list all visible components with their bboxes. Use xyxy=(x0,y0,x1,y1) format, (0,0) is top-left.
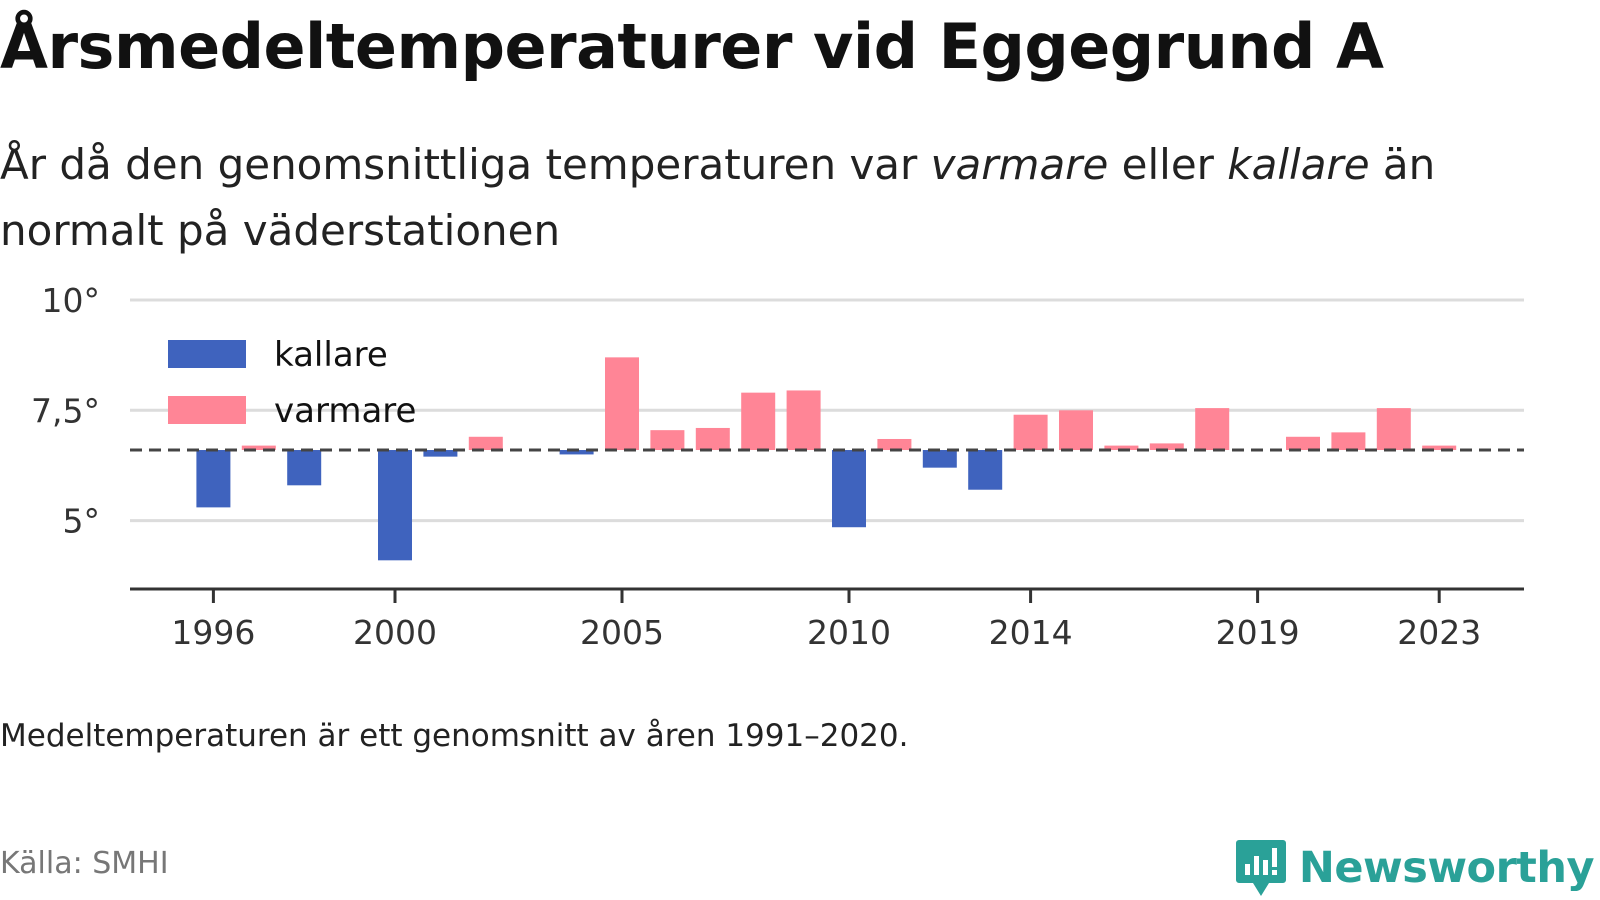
bar-2010 xyxy=(832,450,866,528)
bar-2020 xyxy=(1286,436,1320,451)
bar-2008 xyxy=(741,392,776,451)
bar-2013 xyxy=(968,450,1003,490)
legend-swatch-varmare xyxy=(168,396,246,424)
source-credit: Källa: SMHI xyxy=(0,846,169,881)
chart-title: Årsmedeltemperaturer vid Eggegrund A xyxy=(0,10,1384,83)
bar-2005 xyxy=(605,357,639,451)
x-tick-label: 2005 xyxy=(580,613,664,652)
y-tick-label: 7,5° xyxy=(31,391,100,430)
x-tick-label: 2010 xyxy=(807,613,891,652)
gridlines: 5° 7,5° 10° xyxy=(31,281,1524,541)
legend: kallare varmare xyxy=(168,335,416,431)
legend-label-varmare: varmare xyxy=(274,391,416,431)
bar-2012 xyxy=(922,450,957,468)
subtitle-text-1: År då den genomsnittliga temperaturen va… xyxy=(0,140,931,189)
bar-2014 xyxy=(1013,414,1048,451)
subtitle-text-3: än normalt på väderstationen xyxy=(0,140,1436,255)
bar-2016 xyxy=(1104,445,1139,451)
bars xyxy=(196,357,1457,561)
bar-2021 xyxy=(1331,432,1366,451)
bar-2001 xyxy=(423,450,458,457)
chart-subtitle: År då den genomsnittliga temperaturen va… xyxy=(0,132,1520,264)
footnote: Medeltemperaturen är ett genomsnitt av å… xyxy=(0,718,909,754)
bar-2002 xyxy=(468,436,503,451)
x-tick-label: 2014 xyxy=(989,613,1073,652)
newsworthy-logo-icon xyxy=(1235,840,1286,896)
bar-1998 xyxy=(287,450,322,486)
subtitle-emphasis-warmer: varmare xyxy=(930,140,1109,189)
legend-label-kallare: kallare xyxy=(274,335,388,375)
bar-2018 xyxy=(1195,408,1230,451)
x-tick-label: 2000 xyxy=(353,613,437,652)
bar-2011 xyxy=(877,438,912,451)
axes: 1996 2000 2005 2010 2014 2019 2023 xyxy=(130,587,1524,652)
bar-2022 xyxy=(1376,408,1411,451)
brand-name: Newsworthy xyxy=(1298,843,1595,893)
bar-2015 xyxy=(1059,410,1093,451)
bar-2017 xyxy=(1149,443,1184,451)
bar-2023 xyxy=(1422,445,1457,451)
bar-1997 xyxy=(241,445,276,451)
subtitle-emphasis-colder: kallare xyxy=(1227,140,1370,189)
x-tick-label: 2023 xyxy=(1397,613,1481,652)
bar-2000 xyxy=(378,450,412,561)
x-tick-label: 2019 xyxy=(1216,613,1300,652)
bar-2006 xyxy=(650,430,685,451)
bar-1996 xyxy=(196,450,231,508)
legend-swatch-kallare xyxy=(168,340,246,368)
temperature-bar-chart: 5° 7,5° 10° 1996 2000 2005 2010 2014 2019 2023 k… xyxy=(31,281,1524,652)
y-tick-label: 5° xyxy=(63,502,101,541)
subtitle-text-2: eller xyxy=(1108,140,1228,189)
bar-2009 xyxy=(786,390,821,451)
brand-logo: Newsworthy xyxy=(1235,838,1595,898)
x-tick-label: 1996 xyxy=(171,613,255,652)
bar-2007 xyxy=(695,427,730,451)
y-tick-label: 10° xyxy=(42,281,101,320)
bar-2004 xyxy=(559,450,594,455)
